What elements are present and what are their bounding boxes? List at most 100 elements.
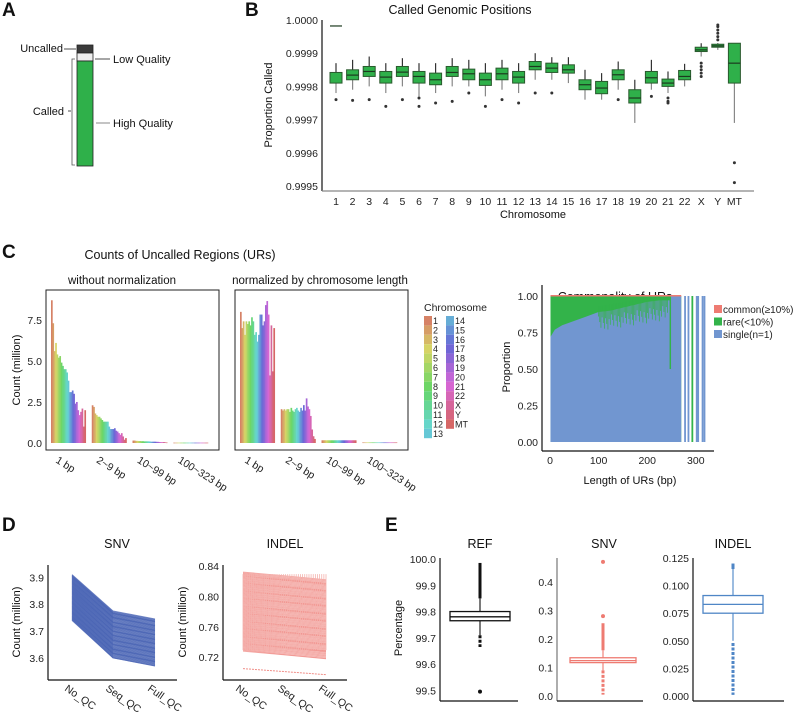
sample-line xyxy=(242,615,327,624)
called-bracket xyxy=(71,58,75,166)
legend-label-chr-15: 15 xyxy=(455,325,465,335)
bar-chr-Y xyxy=(353,440,356,443)
chart-b-x-tick-label: Y xyxy=(714,196,721,208)
bar-chr-8 xyxy=(142,441,144,443)
bar-chr-17 xyxy=(302,405,305,443)
outlier-point xyxy=(601,614,605,619)
x-tick-label: 10~99 bp xyxy=(324,454,368,488)
bar-chr-8 xyxy=(249,325,252,443)
y-tick-label: 0.25 xyxy=(518,401,539,413)
y-tick-label: 3.8 xyxy=(29,599,44,611)
bar-chr-22 xyxy=(80,411,82,443)
bar-chr-14 xyxy=(380,442,383,444)
outlier-point xyxy=(732,161,736,165)
bar-chr-11 xyxy=(335,440,338,443)
chart-b-x-tick-label: 14 xyxy=(546,196,558,208)
bar-chr-20 xyxy=(118,433,120,443)
bar-chr-19 xyxy=(346,440,349,443)
outlier-point xyxy=(334,98,338,102)
chart-d1-title: SNV xyxy=(104,537,130,551)
bar-chr-10 xyxy=(104,421,106,443)
sample-line xyxy=(242,592,327,602)
legend-swatch-chr-15 xyxy=(446,325,454,335)
y-tick-label: 0.75 xyxy=(518,328,539,340)
bar-chr-6 xyxy=(287,409,290,443)
bar-chr-17 xyxy=(262,325,264,443)
outlier-point xyxy=(550,91,554,95)
x-tick-label: Seq_QC xyxy=(103,683,143,714)
sample-line xyxy=(242,584,327,594)
x-tick-label: 100 xyxy=(590,455,608,467)
y-tick-label: 0.025 xyxy=(663,663,689,675)
bar-chr-X xyxy=(352,440,354,443)
legend-swatch-chr-6 xyxy=(424,363,432,373)
legend-label-chr-18: 18 xyxy=(455,354,465,364)
sample-line xyxy=(242,648,327,658)
bar-single-isolated xyxy=(695,296,698,442)
sample-line xyxy=(242,624,327,634)
sample-line xyxy=(242,649,327,659)
bar-chr-9 xyxy=(373,442,376,444)
chart-b-y-tick-label: 0.9997 xyxy=(286,115,318,127)
outlier-point xyxy=(732,181,736,185)
box xyxy=(329,71,343,84)
bar-chr-20 xyxy=(388,442,391,444)
sample-line xyxy=(242,623,327,633)
legend-swatch-chr-2 xyxy=(424,325,432,335)
chart-c1-frame xyxy=(45,289,220,451)
legend-label-chr-19: 19 xyxy=(455,363,465,373)
bar-chr-16 xyxy=(383,442,385,444)
bar-chr-15 xyxy=(192,442,195,444)
bar-chr-13 xyxy=(378,442,381,444)
bar-chr-18 xyxy=(385,442,388,444)
sample-line xyxy=(71,574,156,620)
sample-line xyxy=(242,589,327,599)
bar-chr-7 xyxy=(289,411,291,443)
bar-chr-18 xyxy=(304,410,307,443)
panel-label-c: C xyxy=(2,242,16,263)
bar-chr-5 xyxy=(367,442,370,444)
outlier-point xyxy=(716,35,720,39)
bar-chr-21 xyxy=(349,440,351,443)
bar-chr-Y xyxy=(123,439,126,443)
label-uncalled: Uncalled xyxy=(20,43,63,55)
bar-chr-Y xyxy=(271,371,274,443)
bar-chr-1 xyxy=(173,442,175,444)
sample-line xyxy=(242,575,327,585)
chart-b-x-tick-label: 4 xyxy=(383,196,389,208)
box xyxy=(462,68,476,81)
chart-c1-y-ticks: 0.0 2.5 5.0 7.5 xyxy=(27,315,42,450)
bar-chr-20 xyxy=(307,406,309,443)
bar-chr-18 xyxy=(196,442,199,444)
chart-b-x-tick-label: 13 xyxy=(529,196,541,208)
y-tick-label: 99.9 xyxy=(416,580,437,592)
x-tick-label: 1 bp xyxy=(242,454,266,475)
legend-swatch-chr-22 xyxy=(446,391,454,401)
bar-chr-11 xyxy=(64,369,67,443)
x-tick-label: 2~9 bp xyxy=(94,454,128,481)
bar-chr-X xyxy=(81,408,84,443)
chart-b-x-tick-label: 11 xyxy=(497,196,508,208)
chart-e1-marks xyxy=(449,562,511,694)
bar-chr-3 xyxy=(365,442,367,444)
bar-chr-14 xyxy=(150,441,153,443)
chart-d2-title: INDEL xyxy=(267,537,304,551)
sample-line xyxy=(242,607,327,617)
bar-chr-20 xyxy=(266,301,269,443)
bar-chr-X xyxy=(122,436,125,443)
sample-line xyxy=(242,585,327,595)
y-tick-label: 3.7 xyxy=(29,626,44,638)
bar-chr-15 xyxy=(151,441,154,443)
bar-chr-11 xyxy=(376,442,378,444)
bar-chr-17 xyxy=(73,393,75,443)
bar-chr-21 xyxy=(160,442,162,443)
outlier-point xyxy=(699,64,703,68)
legend-swatch-chr-21 xyxy=(446,381,454,392)
sample-line xyxy=(242,632,327,642)
sample-line xyxy=(242,604,327,614)
bar-chr-14 xyxy=(109,429,112,443)
bar-chr-21 xyxy=(201,442,203,444)
bar-chr-18 xyxy=(263,321,266,443)
